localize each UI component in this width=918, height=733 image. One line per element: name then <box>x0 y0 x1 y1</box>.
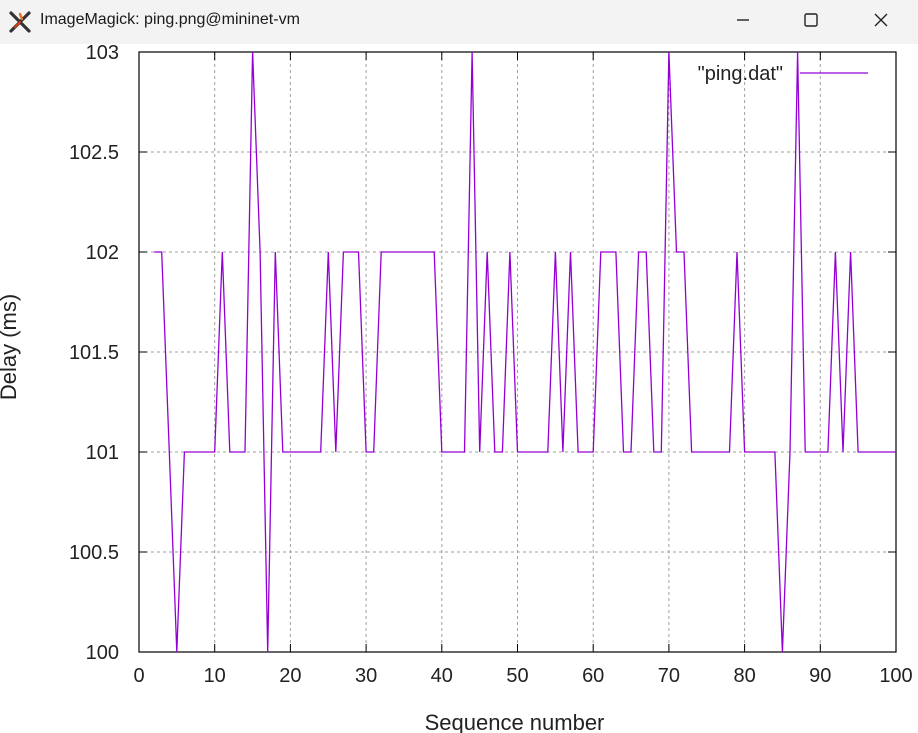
x-tick-label: 40 <box>431 665 453 687</box>
legend-label: "ping.dat" <box>698 63 783 85</box>
x-tick-label: 30 <box>355 665 377 687</box>
maximize-button[interactable] <box>788 0 834 40</box>
x-tick-label: 100 <box>879 665 912 687</box>
x-tick-label: 0 <box>133 665 144 687</box>
y-tick-label: 102.5 <box>69 142 119 164</box>
y-tick-label: 100.5 <box>69 542 119 564</box>
window-titlebar: ImageMagick: ping.png@mininet-vm <box>0 0 918 44</box>
x-axis-title: Sequence number <box>425 710 605 733</box>
y-tick-label: 100 <box>86 642 119 664</box>
y-tick-label: 101 <box>86 442 119 464</box>
y-axis-title: Delay (ms) <box>0 294 21 400</box>
x-tick-label: 80 <box>733 665 755 687</box>
x-tick-label: 90 <box>809 665 831 687</box>
close-button[interactable] <box>858 0 904 40</box>
chart-canvas: 0 10 20 30 40 50 60 70 80 90 100 100 100.5 101 101.5 10… <box>0 44 918 733</box>
x-tick-label: 10 <box>204 665 226 687</box>
x-tick-label: 50 <box>506 665 528 687</box>
imagemagick-x-icon <box>9 11 31 33</box>
y-tick-label: 102 <box>86 242 119 264</box>
maximize-icon <box>804 13 818 27</box>
x-tick-label: 70 <box>658 665 680 687</box>
y-tick-label: 103 <box>86 44 119 64</box>
ping-delay-chart: 0 10 20 30 40 50 60 70 80 90 100 100 100.5 101 101.5 10… <box>0 44 913 733</box>
window-title: ImageMagick: ping.png@mininet-vm <box>40 11 300 28</box>
x-tick-label: 60 <box>582 665 604 687</box>
minimize-icon <box>737 19 749 21</box>
close-icon <box>874 13 888 27</box>
series-line <box>154 52 896 652</box>
minimize-button[interactable] <box>720 0 766 40</box>
x-tick-label: 20 <box>279 665 301 687</box>
y-tick-label: 101.5 <box>69 342 119 364</box>
